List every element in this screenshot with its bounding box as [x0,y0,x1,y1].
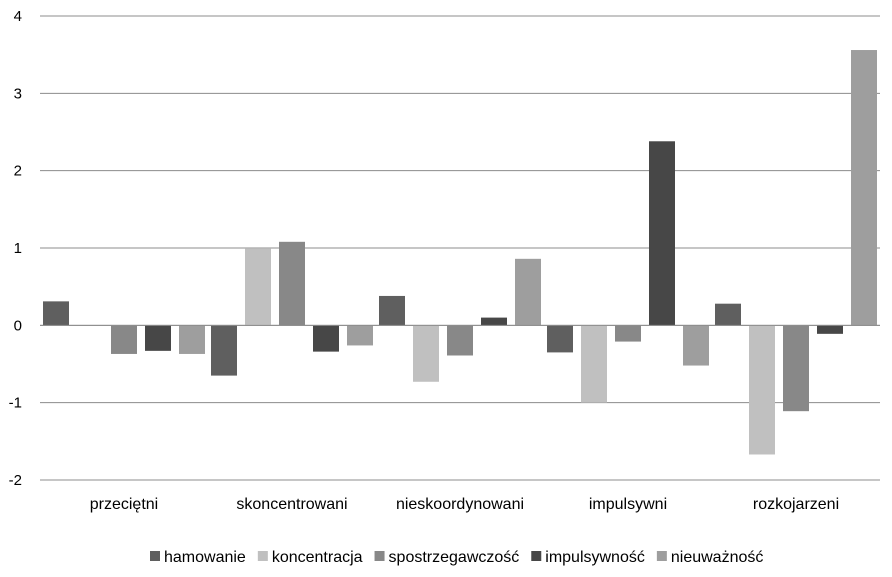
bar-koncentracja-2 [413,325,439,382]
y-tick-label: -1 [9,395,22,412]
bars [43,50,877,455]
bar-nieuważność-2 [515,258,541,326]
bar-nieuważność-0 [179,325,205,354]
legend: hamowanie koncentracja spostrzegawczość imp… [150,549,763,566]
bar-spostrzegawczość-3 [615,325,641,342]
legend-swatch [257,551,268,561]
legend-label: koncentracja [272,549,363,566]
y-tick-label: 0 [14,317,22,334]
x-category-label: przeciętni [90,496,158,513]
bar-hamowanie-4 [715,303,741,326]
bar-spostrzegawczość-2 [447,325,473,356]
y-tick-label: 1 [14,240,22,257]
bar-impulsywność-0 [145,325,171,351]
y-axis-ticks: -2 -1 0 1 2 3 4 [9,8,22,489]
x-category-label: impulsywni [589,496,667,513]
y-tick-label: 3 [14,85,22,102]
bar-hamowanie-0 [43,301,69,326]
bar-hamowanie-1 [211,325,237,376]
legend-swatch [374,551,385,561]
x-category-label: nieskoordynowani [396,496,524,513]
x-category-label: rozkojarzeni [753,496,839,513]
bar-impulsywność-3 [649,141,675,326]
y-tick-label: 2 [14,163,22,180]
bar-koncentracja-4 [749,325,775,455]
bar-impulsywność-4 [817,325,843,334]
bar-impulsywność-1 [313,325,339,352]
legend-swatch [150,551,160,561]
bar-nieuważność-1 [347,325,373,346]
y-tick-label: 4 [14,8,22,25]
legend-label: impulsywność [545,549,645,566]
x-category-label: skoncentrowani [236,496,347,513]
bar-spostrzegawczość-1 [279,241,305,326]
bar-impulsywność-2 [481,317,507,326]
legend-swatch [656,551,667,561]
bar-spostrzegawczość-4 [783,325,809,412]
y-tick-label: -2 [9,472,22,489]
legend-swatch [531,551,542,561]
bar-hamowanie-2 [379,295,405,326]
legend-label: hamowanie [164,549,246,566]
legend-label: spostrzegawczość [389,549,520,566]
legend-label: nieuważność [671,549,764,566]
bar-nieuważność-4 [851,50,877,326]
bar-koncentracja-3 [581,325,607,403]
bar-koncentracja-1 [245,248,271,326]
bar-nieuważność-3 [683,325,709,366]
bar-hamowanie-3 [547,325,573,353]
x-axis-categories: przeciętni skoncentrowani nieskoordynowani… [90,496,839,513]
bar-spostrzegawczość-0 [111,325,137,354]
